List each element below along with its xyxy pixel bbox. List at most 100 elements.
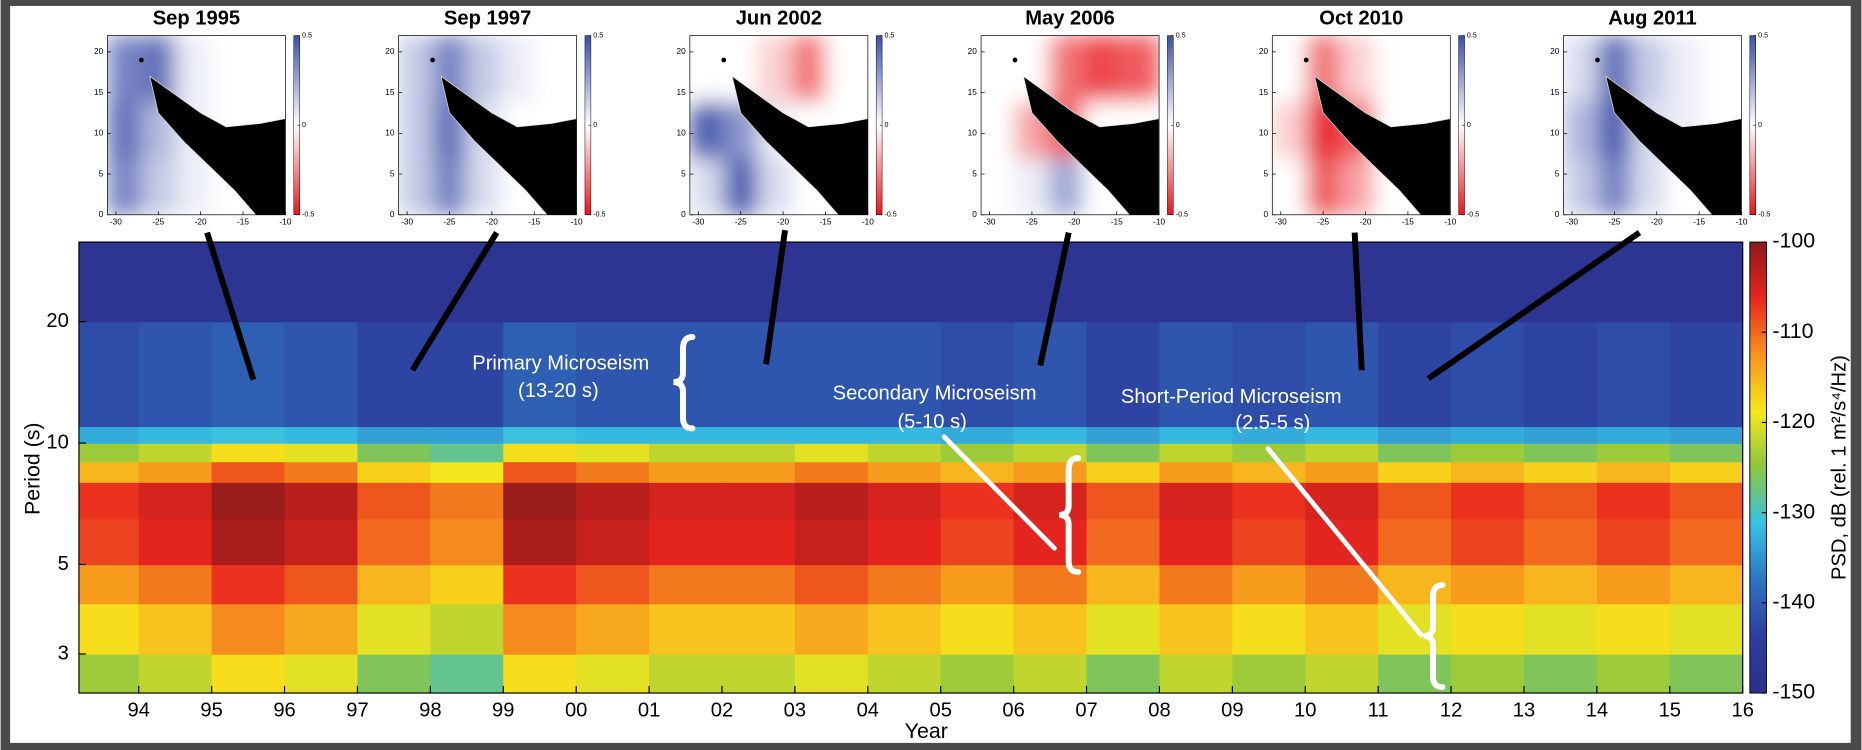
- annotation: Primary Microseism: [472, 353, 649, 375]
- cell: [794, 482, 869, 520]
- cell: [1305, 653, 1379, 694]
- cell: [1523, 518, 1598, 566]
- connector: [409, 231, 500, 372]
- cell: [867, 518, 942, 566]
- y-tick-label: 15: [385, 87, 395, 97]
- y-axis-label: Period (s): [20, 422, 44, 515]
- cell: [78, 461, 140, 483]
- cell: [1159, 653, 1234, 694]
- cell: [794, 426, 869, 444]
- x-tick-label: -25: [1608, 216, 1620, 226]
- x-tick-label: -30: [110, 216, 122, 226]
- cell: [1086, 482, 1161, 520]
- cell: [576, 518, 650, 566]
- cell: [107, 157, 143, 215]
- cell: [211, 482, 286, 520]
- connector: [1426, 230, 1642, 382]
- axes-frame: [398, 35, 578, 216]
- y-tick-label: 20: [385, 46, 395, 56]
- cell: [78, 242, 140, 323]
- cell: [1378, 321, 1452, 428]
- cell: [138, 426, 213, 444]
- cell: [940, 242, 1015, 323]
- cell: [1451, 426, 1525, 444]
- cell: [503, 321, 577, 428]
- island: [430, 57, 435, 63]
- cell: [794, 461, 869, 483]
- x-tick-label: 13: [1513, 700, 1535, 722]
- x-tick-label: 15: [1659, 700, 1681, 722]
- cell: [1669, 461, 1743, 483]
- y-tick-label: 15: [1259, 87, 1269, 97]
- colorbar-tick-label: -0.5: [593, 211, 605, 219]
- cell: [1669, 518, 1743, 566]
- cell: [107, 35, 143, 102]
- cell: [576, 653, 650, 694]
- cell: [940, 603, 1015, 655]
- cell: [1086, 443, 1161, 463]
- y-tick-label: 5: [58, 553, 69, 575]
- cell: [867, 482, 942, 520]
- x-tick-label: -20: [1068, 216, 1080, 226]
- cell: [689, 100, 725, 159]
- pointer-line: [941, 434, 1057, 551]
- x-tick-label: 98: [419, 700, 441, 722]
- annotations: Primary Microseism (13-20 s) Secondary M…: [472, 353, 1341, 434]
- cell: [1116, 35, 1160, 102]
- cell: [284, 443, 359, 463]
- brace: [1423, 582, 1446, 691]
- cell: [357, 461, 432, 483]
- cell: [284, 603, 359, 655]
- cell: [1451, 443, 1525, 463]
- x-tick-label: 99: [492, 700, 514, 722]
- colorbar-tick-label: 0: [302, 121, 306, 129]
- y-tick-label: 0: [1264, 209, 1269, 219]
- cell: [1305, 426, 1379, 444]
- cell: [1451, 482, 1525, 520]
- cell: [794, 321, 869, 428]
- x-tick-label: -15: [819, 216, 831, 226]
- cell: [78, 321, 140, 428]
- cell: [794, 242, 869, 323]
- pointer-line: [1265, 446, 1424, 638]
- cell: [430, 443, 504, 463]
- cell: [689, 35, 725, 102]
- axes-frame: [1563, 35, 1742, 216]
- cell: [649, 242, 723, 323]
- cell: [1669, 603, 1743, 655]
- cell: [867, 603, 942, 655]
- cell: [1272, 157, 1307, 215]
- island: [138, 57, 144, 63]
- cell: [209, 35, 244, 102]
- cell: [576, 461, 650, 483]
- cell: [284, 321, 359, 428]
- cell: [430, 426, 504, 444]
- cell: [794, 564, 869, 605]
- cell: [503, 443, 577, 463]
- cell: [430, 321, 504, 428]
- cell: [867, 443, 942, 463]
- x-tick-label: -20: [1360, 216, 1372, 226]
- cell: [284, 242, 359, 323]
- colorbar-tick-label: -100: [1772, 229, 1815, 253]
- cell: [1523, 603, 1598, 655]
- cell: [1665, 35, 1700, 102]
- cell: [794, 518, 869, 566]
- plot-area: [689, 35, 868, 215]
- cell: [284, 461, 359, 483]
- x-tick-label: 14: [1586, 700, 1608, 722]
- cell: [576, 321, 650, 428]
- x-tick-label: -10: [571, 216, 583, 226]
- cell: [1451, 518, 1525, 566]
- cell: [211, 321, 286, 428]
- cell: [284, 653, 359, 694]
- x-tick-label: -30: [1275, 216, 1287, 226]
- cell: [1086, 321, 1161, 428]
- cell: [649, 443, 723, 463]
- cell: [138, 242, 213, 323]
- cell: [1378, 482, 1452, 520]
- cell: [576, 443, 650, 463]
- cell: [138, 321, 213, 428]
- x-tick-label: -30: [984, 216, 996, 226]
